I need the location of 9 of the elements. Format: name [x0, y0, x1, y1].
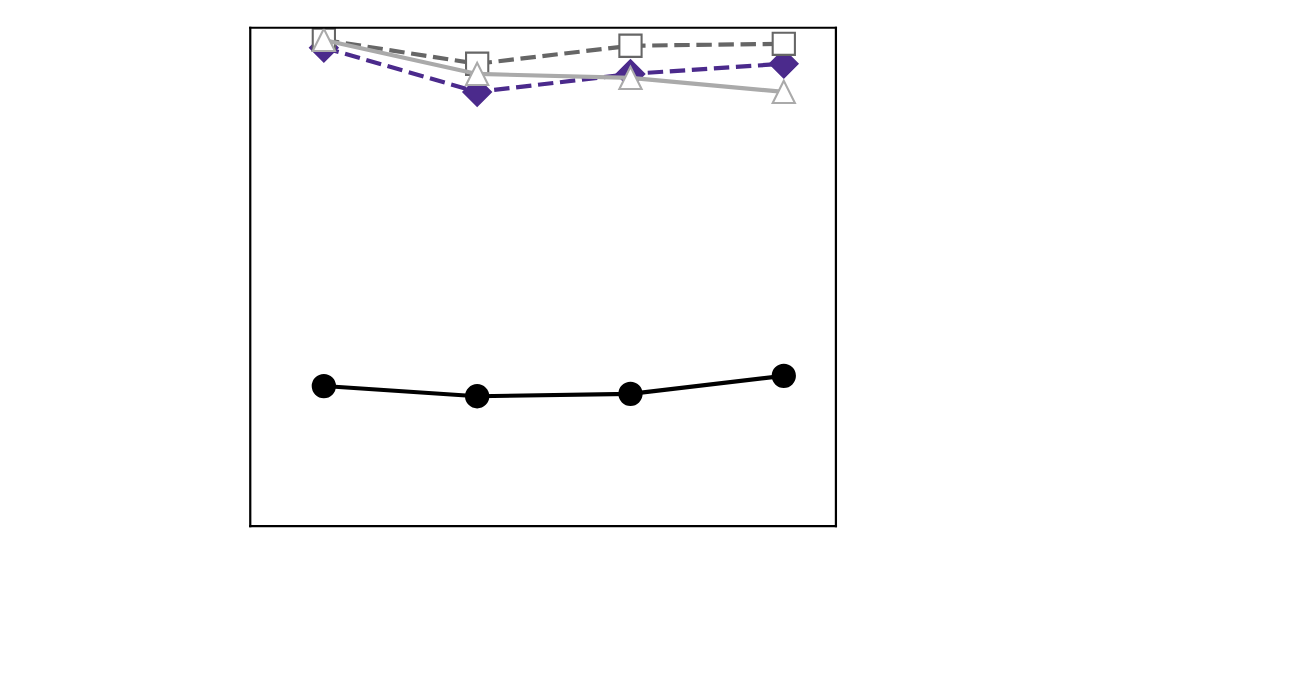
- point: [618, 65, 643, 90]
- point: [465, 61, 490, 87]
- point: [465, 384, 490, 409]
- point: [771, 79, 796, 105]
- point: [771, 363, 796, 388]
- point: [618, 33, 643, 58]
- point: [771, 31, 796, 56]
- point: [618, 381, 643, 406]
- point: [311, 373, 336, 399]
